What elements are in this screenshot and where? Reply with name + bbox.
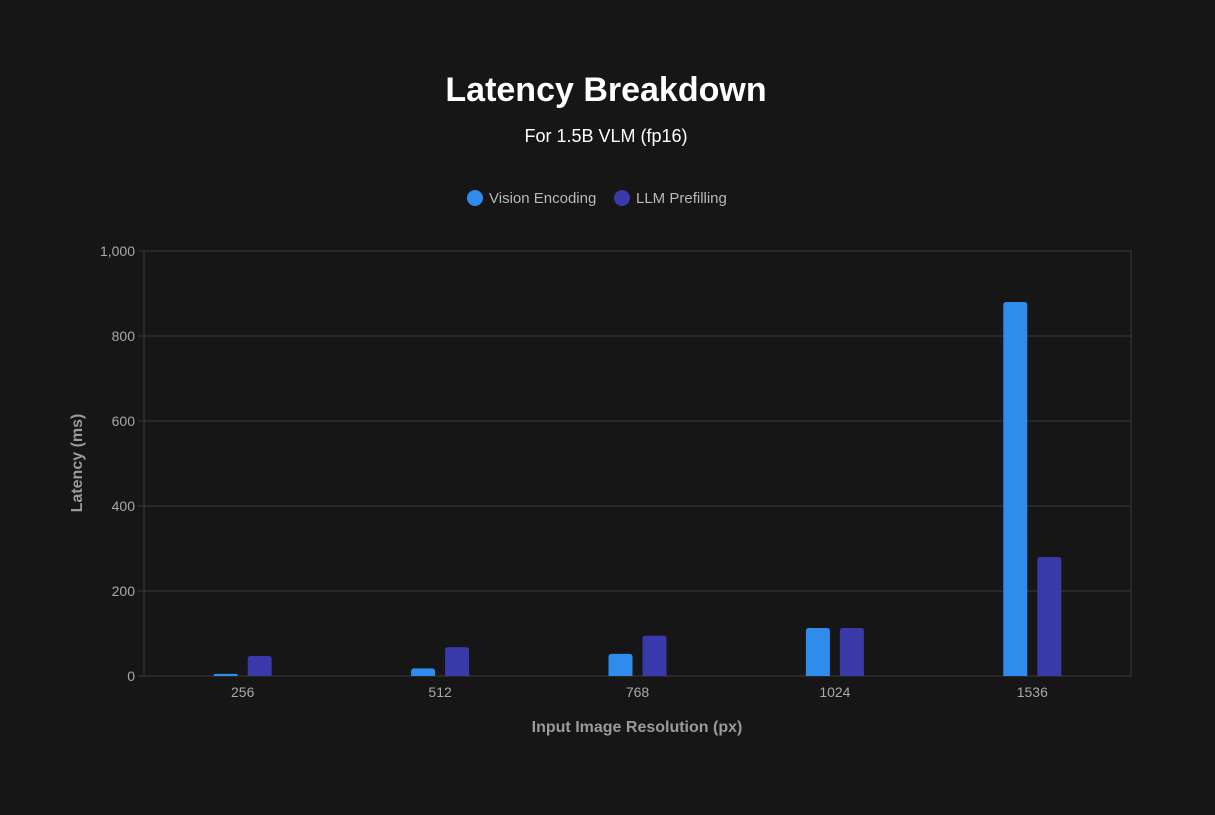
y-tick-label: 600	[112, 413, 136, 429]
bar-llm-prefilling-1024[interactable]	[839, 627, 864, 676]
chart-title: Latency Breakdown	[445, 71, 766, 109]
gridlines	[144, 335, 1131, 592]
chart-subtitle: For 1.5B VLM (fp16)	[524, 126, 687, 146]
y-tick-label: 400	[112, 498, 136, 514]
x-tick-label: 256	[231, 684, 255, 700]
y-axis-title: Latency (ms)	[69, 414, 86, 513]
y-tick-label: 800	[112, 328, 136, 344]
bar-llm-prefilling-768[interactable]	[642, 635, 667, 676]
legend-item-llm-prefilling[interactable]: LLM Prefilling	[614, 190, 727, 207]
bar-vision-encoding-1536[interactable]	[1003, 302, 1028, 676]
bar-vision-encoding-256[interactable]	[213, 673, 238, 676]
legend-item-vision-encoding[interactable]: Vision Encoding	[467, 190, 596, 207]
legend-swatch-vision-encoding	[467, 190, 483, 206]
legend-label-llm-prefilling: LLM Prefilling	[636, 190, 727, 207]
y-axis-ticks: 0 200 400 600 800 1,000	[100, 243, 144, 684]
legend-swatch-llm-prefilling	[614, 190, 630, 206]
x-tick-label: 512	[428, 684, 452, 700]
bar-llm-prefilling-256[interactable]	[247, 656, 272, 676]
y-tick-label: 1,000	[100, 243, 135, 259]
x-tick-label: 1024	[819, 684, 850, 700]
bar-vision-encoding-768[interactable]	[608, 653, 633, 676]
bar-llm-prefilling-1536[interactable]	[1037, 557, 1062, 676]
bars	[213, 302, 1062, 676]
x-axis-title: Input Image Resolution (px)	[532, 719, 743, 736]
x-axis-ticks: 256 512 768 1024 1536	[231, 684, 1048, 700]
bar-llm-prefilling-512[interactable]	[445, 647, 470, 676]
legend: Vision Encoding LLM Prefilling	[467, 190, 727, 207]
bar-vision-encoding-1024[interactable]	[805, 627, 830, 676]
y-tick-label: 200	[112, 583, 136, 599]
legend-label-vision-encoding: Vision Encoding	[489, 190, 596, 207]
bar-vision-encoding-512[interactable]	[411, 668, 436, 676]
plot-area-frame	[143, 250, 1132, 677]
x-tick-label: 768	[626, 684, 650, 700]
x-tick-label: 1536	[1017, 684, 1048, 700]
y-tick-label: 0	[127, 668, 135, 684]
